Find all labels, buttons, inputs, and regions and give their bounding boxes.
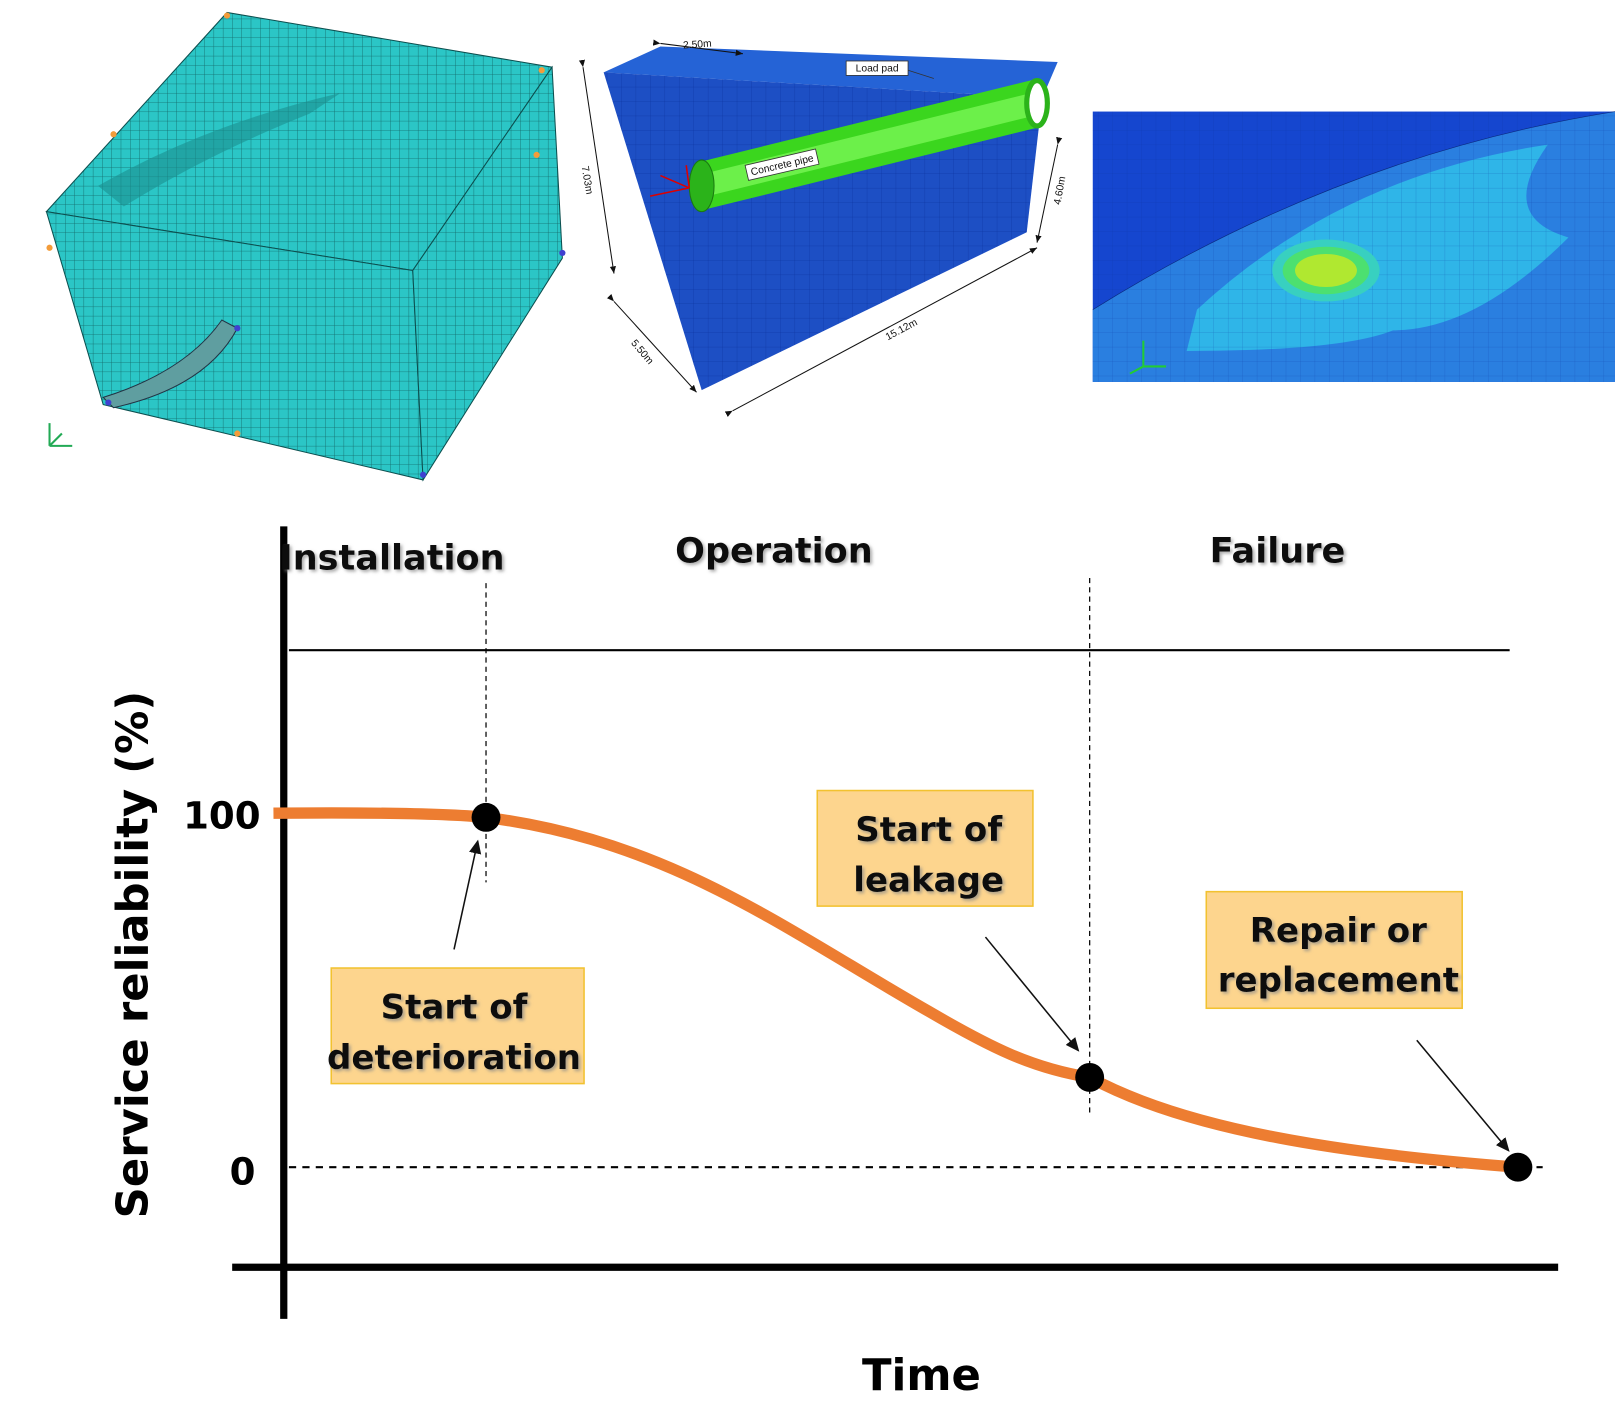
stress-result — [1092, 111, 1615, 382]
reliability-chart: Installation Operation Failure Start of … — [109, 526, 1559, 1401]
annotation: Repair or — [1250, 911, 1427, 951]
y-tick-label: 0 — [230, 1151, 256, 1194]
mesh-model — [45, 11, 566, 482]
dimension: 15.12m — [884, 317, 920, 343]
label: Load pad — [856, 63, 899, 74]
phase-label: Failure — [1210, 530, 1346, 571]
annotation: Start of — [855, 810, 1003, 850]
dimension: 4.60m — [1052, 176, 1068, 206]
annotation: Start of — [381, 988, 529, 1028]
dimension: 2.50m — [683, 39, 712, 52]
x-axis-label: Time — [862, 1351, 981, 1401]
pipe-model: Load pad Concrete pipe 2.50m 7.03m 4.60m… — [579, 39, 1068, 417]
annotation: deterioration — [327, 1038, 581, 1078]
annotation: leakage — [853, 861, 1004, 901]
dimension: 7.03m — [579, 165, 595, 195]
y-tick-label: 100 — [183, 795, 261, 838]
phase-label: Installation — [280, 538, 505, 579]
phase-label: Operation — [675, 530, 873, 571]
y-axis-label: Service reliability (%) — [109, 691, 159, 1219]
annotation: replacement — [1218, 961, 1459, 1001]
